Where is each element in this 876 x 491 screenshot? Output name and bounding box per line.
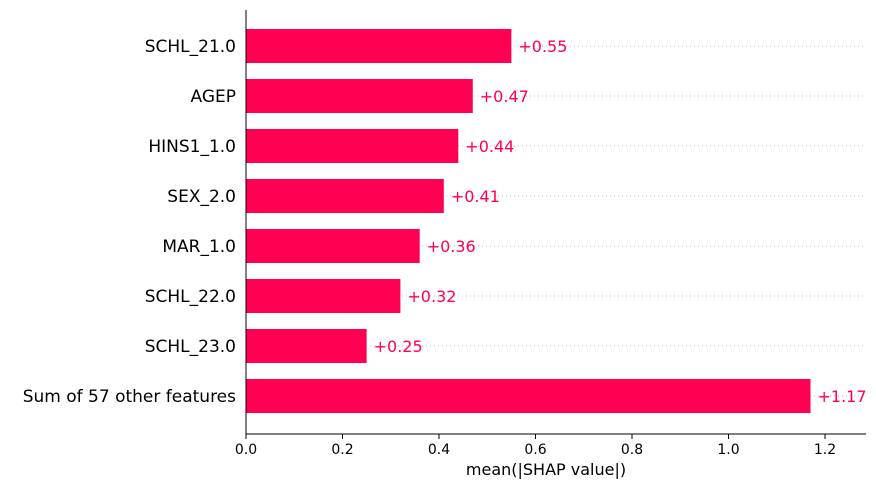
x-ticks: 0.0 0.2 0.4 0.6 0.8 1.0 1.2	[235, 434, 836, 458]
value-label: +0.25	[374, 337, 423, 356]
x-axis-title: mean(|SHAP value|)	[466, 460, 626, 479]
value-label: +0.47	[480, 87, 529, 106]
category-label: MAR_1.0	[162, 237, 236, 257]
category-label: AGEP	[191, 87, 237, 107]
x-tick-label: 0.0	[235, 442, 257, 458]
value-label: +0.36	[427, 237, 476, 256]
value-label: +0.55	[518, 37, 567, 56]
bar	[246, 29, 512, 63]
x-tick-label: 0.6	[524, 442, 546, 458]
bar	[246, 279, 401, 313]
x-tick-label: 1.2	[814, 442, 836, 458]
value-label: +0.41	[451, 187, 500, 206]
x-tick-label: 1.0	[717, 442, 739, 458]
category-label: SCHL_23.0	[145, 337, 236, 357]
category-label: SEX_2.0	[167, 187, 236, 207]
category-labels: SCHL_21.0 AGEP HINS1_1.0 SEX_2.0 MAR_1.0 SCHL…	[23, 37, 236, 407]
bars	[246, 29, 811, 413]
x-tick-label: 0.2	[331, 442, 353, 458]
x-tick-label: 0.4	[428, 442, 450, 458]
value-labels: +0.55 +0.47 +0.44 +0.41 +0.36 +0.32 +0.25 +1.17	[374, 37, 867, 406]
bar	[246, 129, 459, 163]
category-label: HINS1_1.0	[148, 137, 236, 157]
bar	[246, 79, 473, 113]
value-label: +1.17	[818, 387, 867, 406]
value-label: +0.44	[465, 137, 514, 156]
bar	[246, 179, 444, 213]
axes	[245, 10, 866, 435]
category-label: Sum of 57 other features	[23, 387, 236, 407]
bar	[246, 379, 811, 413]
category-label: SCHL_21.0	[145, 37, 236, 57]
x-tick-label: 0.8	[621, 442, 643, 458]
category-label: SCHL_22.0	[145, 287, 236, 307]
value-label: +0.32	[407, 287, 456, 306]
bar	[246, 229, 420, 263]
bar	[246, 329, 367, 363]
